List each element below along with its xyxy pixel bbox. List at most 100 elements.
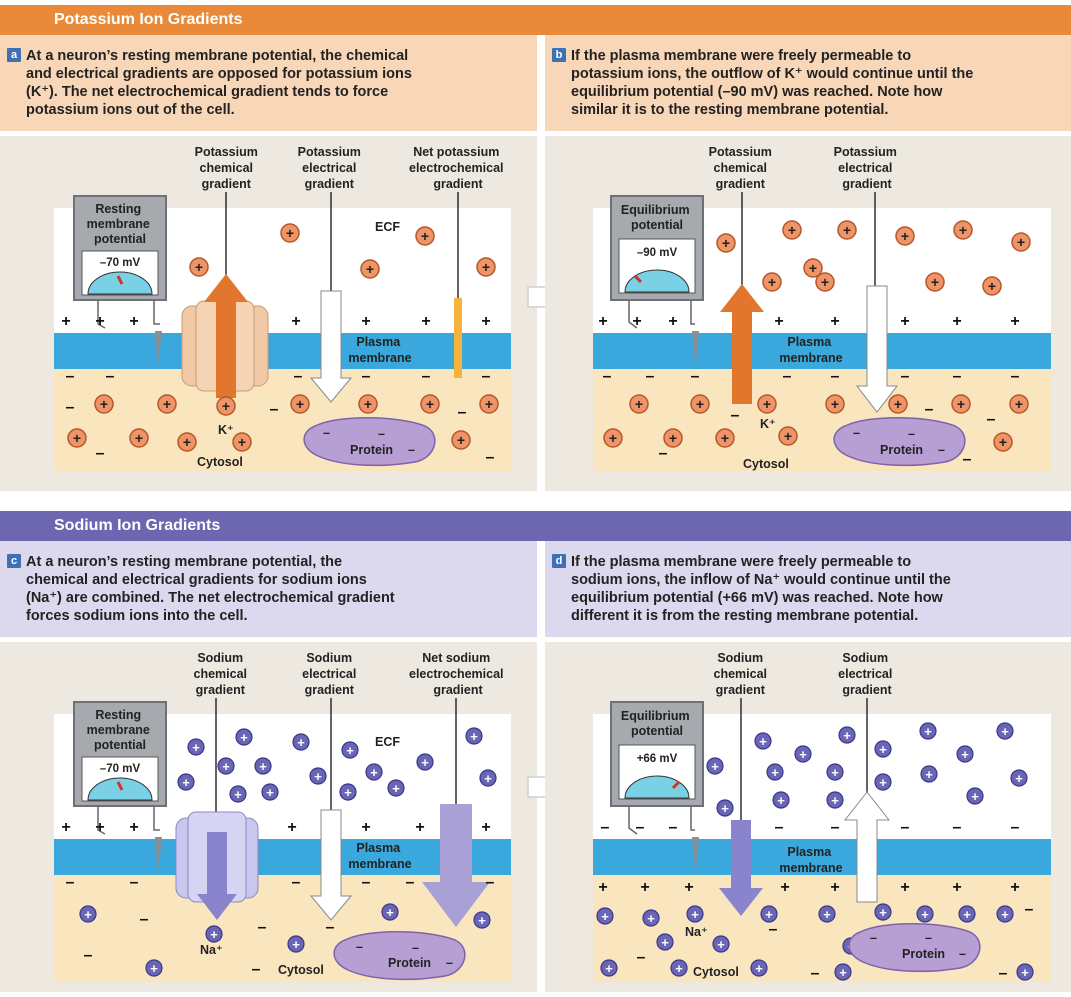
- svg-text:+: +: [788, 222, 796, 238]
- protein-label: Protein: [350, 443, 393, 457]
- caption-d-line: If the plasma membrane were freely perme…: [571, 554, 912, 570]
- voltmeter: Resting membrane potential –70 mV: [73, 701, 167, 872]
- positive-charge: +: [95, 819, 104, 836]
- ion-label: Na⁺: [685, 925, 708, 939]
- svg-text:+: +: [988, 278, 996, 294]
- negative-charge: –: [636, 819, 645, 836]
- svg-text:+: +: [711, 759, 719, 774]
- positive-charge: +: [95, 313, 104, 330]
- positive-charge: +: [287, 819, 296, 836]
- panel-c-diagram: Sodium chemical gradient Sodium electric…: [0, 642, 537, 992]
- svg-text:+: +: [831, 765, 839, 780]
- elec-gradient-arrow: [309, 290, 353, 403]
- label-chem-gradient: gradient: [716, 177, 766, 191]
- label-elec-gradient: gradient: [842, 683, 892, 697]
- potassium-ions: [603, 220, 1031, 452]
- net-gradient-arrow: [422, 804, 490, 927]
- svg-text:Plasma membrane: Plasma membrane: [779, 845, 842, 875]
- caption-d-line: sodium ions, the inflow of Na⁺ would con…: [571, 572, 951, 588]
- negative-charge: –: [140, 911, 149, 928]
- caption-c: c At a neuron’s resting membrane potenti…: [0, 541, 537, 637]
- label-net-gradient: gradient: [433, 177, 483, 191]
- svg-text:Potassium chemical gra: Potassium chemical gradient Potassium el…: [195, 145, 507, 191]
- svg-text:+: +: [192, 740, 200, 755]
- label-net-gradient: Net potassium: [413, 145, 499, 159]
- svg-text:Equilibrium potential: Equilibrium potential: [621, 203, 693, 232]
- svg-text:+: +: [777, 793, 785, 808]
- cytosol-label: Cytosol: [743, 457, 789, 471]
- svg-text:+: +: [183, 434, 191, 450]
- membrane-label: Plasma: [356, 335, 401, 349]
- svg-text:+: +: [691, 907, 699, 922]
- negative-charge: –: [486, 449, 495, 466]
- protein-molecule: [333, 931, 466, 981]
- caption-a-line: At a neuron’s resting membrane potential…: [26, 48, 409, 64]
- label-elec-gradient: electrical: [838, 667, 892, 681]
- protein-label: Protein: [902, 947, 945, 961]
- chem-gradient-arrow: [720, 284, 764, 404]
- positive-charge: +: [640, 879, 649, 896]
- positive-charge: +: [780, 879, 789, 896]
- caption-d: d If the plasma membrane were freely per…: [545, 541, 1071, 637]
- svg-text:+: +: [821, 274, 829, 290]
- svg-text:+: +: [182, 775, 190, 790]
- svg-text:+: +: [1015, 771, 1023, 786]
- negative-charge: –: [775, 819, 784, 836]
- label-chem-gradient: Sodium: [717, 651, 763, 665]
- svg-text:Sodium chemical gradie: Sodium chemical gradient Sodium electric…: [714, 651, 896, 697]
- caption-c-line: forces sodium ions into the cell.: [26, 608, 248, 624]
- caption-a-line: and electrical gradients are opposed for…: [26, 66, 412, 82]
- svg-text:Sodium chemical gradie: Sodium chemical gradient Sodium electric…: [194, 651, 507, 697]
- svg-text:+: +: [843, 728, 851, 743]
- svg-text:Plasma membrane: Plasma membrane: [348, 841, 411, 871]
- negative-charge: –: [669, 819, 678, 836]
- svg-text:+: +: [344, 785, 352, 800]
- svg-text:+: +: [661, 935, 669, 950]
- label-elec-gradient: gradient: [305, 177, 355, 191]
- panel-letter-b: b: [552, 48, 566, 62]
- svg-text:+: +: [297, 735, 305, 750]
- sodium-ions: [596, 722, 1034, 981]
- elec-gradient-arrow: [855, 285, 899, 413]
- positive-charge: +: [129, 313, 138, 330]
- chem-gradient-arrow: [719, 820, 763, 916]
- meter-value: +66 mV: [637, 753, 678, 765]
- svg-text:+: +: [765, 907, 773, 922]
- cytosol-area: [593, 369, 1051, 471]
- positive-charge: +: [952, 879, 961, 896]
- negative-charge: –: [987, 411, 996, 428]
- svg-text:+: +: [721, 430, 729, 446]
- caption-c-line: (Na⁺) are combined. The net electrochemi…: [26, 590, 395, 606]
- svg-text:+: +: [259, 759, 267, 774]
- negative-charge: –: [362, 874, 371, 891]
- ecf-label: ECF: [375, 220, 400, 234]
- svg-text:+: +: [924, 724, 932, 739]
- ecf-label: ECF: [375, 735, 400, 749]
- membrane-label: Plasma: [787, 335, 832, 349]
- meter-label: potential: [631, 724, 683, 738]
- negative-charge: –: [999, 965, 1008, 982]
- svg-text:+: +: [763, 396, 771, 412]
- protein-molecule: [848, 923, 981, 973]
- svg-text:+: +: [925, 767, 933, 782]
- svg-text:+: +: [484, 771, 492, 786]
- svg-text:+: +: [366, 261, 374, 277]
- negative-charge: –: [258, 919, 267, 936]
- protein-molecule: [303, 417, 436, 467]
- voltmeter: Equilibrium potential +66 mV: [610, 701, 704, 872]
- positive-charge: +: [598, 879, 607, 896]
- elec-gradient-arrow: [309, 809, 353, 921]
- negative-charge: –: [106, 368, 115, 385]
- label-chem-gradient: Sodium: [197, 651, 243, 665]
- svg-text:Resting membrane p: Resting membrane potential: [87, 708, 154, 752]
- svg-text:+: +: [292, 937, 300, 952]
- svg-text:+: +: [669, 430, 677, 446]
- svg-text:+: +: [195, 259, 203, 275]
- negative-charge: –: [252, 961, 261, 978]
- label-chem-gradient: Potassium: [709, 145, 772, 159]
- svg-text:Equilibrium potential: Equilibrium potential: [621, 709, 693, 738]
- svg-text:+: +: [609, 430, 617, 446]
- svg-text:+: +: [879, 742, 887, 757]
- negative-charge: –: [953, 819, 962, 836]
- svg-text:+: +: [999, 434, 1007, 450]
